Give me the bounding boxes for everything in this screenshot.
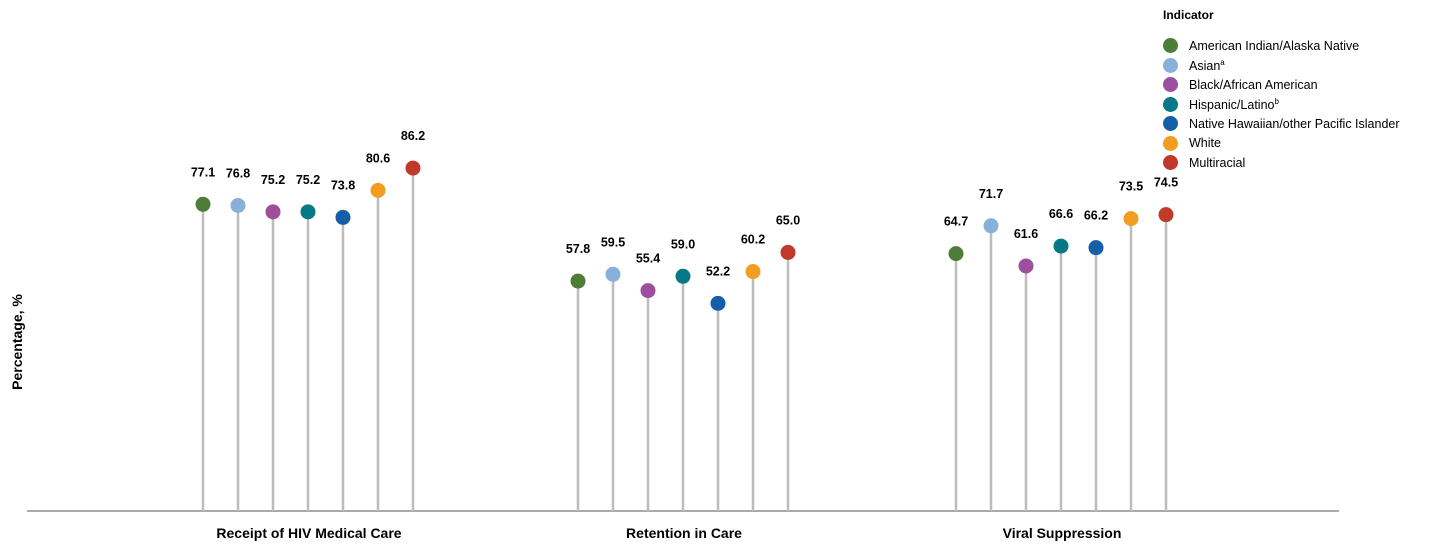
- point-retention-in-care-american-indian-alaska-native: [570, 273, 586, 289]
- data-label-retention-in-care-white: 60.2: [741, 233, 765, 247]
- legend-item-multiracial: Multiracial: [1163, 153, 1400, 173]
- legend-label: American Indian/Alaska Native: [1189, 38, 1360, 53]
- data-label-receipt-of-hiv-medical-care-asian: 76.8: [226, 166, 250, 180]
- point-viral-suppression-american-indian-alaska-native: [948, 246, 964, 262]
- point-viral-suppression-native-hawaiian-other-pacific-islander: [1088, 240, 1104, 256]
- legend-item-black-african-american: Black/African American: [1163, 75, 1400, 95]
- legend-footnote-marker: b: [1274, 96, 1279, 106]
- point-receipt-of-hiv-medical-care-american-indian-alaska-native: [195, 196, 211, 212]
- point-retention-in-care-white: [745, 264, 761, 280]
- point-retention-in-care-native-hawaiian-other-pacific-islander: [710, 295, 726, 311]
- point-viral-suppression-hispanic-latino: [1053, 238, 1069, 254]
- data-label-viral-suppression-native-hawaiian-other-pacific-islander: 66.2: [1084, 209, 1108, 223]
- point-receipt-of-hiv-medical-care-black-african-american: [265, 204, 281, 220]
- point-receipt-of-hiv-medical-care-asian: [230, 197, 246, 213]
- legend-swatch: [1163, 38, 1178, 54]
- legend-label: White: [1189, 136, 1221, 151]
- data-label-viral-suppression-asian: 71.7: [979, 187, 1003, 201]
- legend-swatch: [1163, 135, 1178, 151]
- legend-item-native-hawaiian-other-pacific-islander: Native Hawaiian/other Pacific Islander: [1163, 114, 1400, 134]
- legend-swatch: [1163, 77, 1178, 93]
- point-retention-in-care-hispanic-latino: [675, 268, 691, 284]
- data-label-retention-in-care-black-african-american: 55.4: [636, 252, 660, 266]
- data-label-viral-suppression-hispanic-latino: 66.6: [1049, 207, 1073, 221]
- point-retention-in-care-multiracial: [780, 244, 796, 260]
- data-label-receipt-of-hiv-medical-care-native-hawaiian-other-pacific-islander: 73.8: [331, 178, 355, 192]
- data-label-viral-suppression-american-indian-alaska-native: 64.7: [944, 215, 968, 229]
- legend-item-white: White: [1163, 134, 1400, 154]
- point-receipt-of-hiv-medical-care-white: [370, 182, 386, 198]
- legend-swatch: [1163, 155, 1178, 171]
- data-label-retention-in-care-native-hawaiian-other-pacific-islander: 52.2: [706, 264, 730, 278]
- point-retention-in-care-black-african-american: [640, 283, 656, 299]
- point-viral-suppression-multiracial: [1158, 207, 1174, 223]
- data-label-retention-in-care-asian: 59.5: [601, 235, 625, 249]
- data-label-receipt-of-hiv-medical-care-hispanic-latino: 75.2: [296, 173, 320, 187]
- legend-label: Black/African American: [1189, 77, 1318, 92]
- data-label-retention-in-care-multiracial: 65.0: [776, 213, 800, 227]
- point-viral-suppression-asian: [983, 218, 999, 234]
- data-label-receipt-of-hiv-medical-care-american-indian-alaska-native: 77.1: [191, 165, 215, 179]
- data-label-receipt-of-hiv-medical-care-white: 80.6: [366, 151, 390, 165]
- data-label-viral-suppression-white: 73.5: [1119, 180, 1143, 194]
- legend-footnote-marker: a: [1220, 57, 1225, 67]
- legend-label: Hispanic/Latinob: [1189, 96, 1279, 112]
- legend-swatch: [1163, 96, 1178, 112]
- point-receipt-of-hiv-medical-care-multiracial: [405, 160, 421, 176]
- data-label-retention-in-care-american-indian-alaska-native: 57.8: [566, 242, 590, 256]
- point-retention-in-care-asian: [605, 266, 621, 282]
- point-receipt-of-hiv-medical-care-native-hawaiian-other-pacific-islander: [335, 209, 351, 225]
- legend-item-asian: Asiana: [1163, 56, 1400, 76]
- x-tick-label-receipt-of-hiv-medical-care: Receipt of HIV Medical Care: [216, 525, 401, 541]
- legend-item-hispanic-latino: Hispanic/Latinob: [1163, 95, 1400, 115]
- point-viral-suppression-white: [1123, 211, 1139, 227]
- data-label-viral-suppression-black-african-american: 61.6: [1014, 227, 1038, 241]
- legend-label: Asiana: [1189, 57, 1225, 73]
- x-tick-label-viral-suppression: Viral Suppression: [1003, 525, 1122, 541]
- legend-title: Indicator: [1163, 8, 1214, 22]
- point-receipt-of-hiv-medical-care-hispanic-latino: [300, 204, 316, 220]
- data-label-retention-in-care-hispanic-latino: 59.0: [671, 237, 695, 251]
- legend-swatch: [1163, 57, 1178, 73]
- x-tick-label-retention-in-care: Retention in Care: [626, 525, 742, 541]
- legend: Indicator American Indian/Alaska Native A…: [1163, 8, 1400, 173]
- data-label-receipt-of-hiv-medical-care-black-african-american: 75.2: [261, 173, 285, 187]
- point-viral-suppression-black-african-american: [1018, 258, 1034, 274]
- legend-item-american-indian-alaska-native: American Indian/Alaska Native: [1163, 36, 1400, 56]
- legend-swatch: [1163, 116, 1178, 132]
- legend-label: Multiracial: [1189, 155, 1246, 170]
- y-axis-label: Percentage, %: [9, 294, 25, 390]
- data-label-receipt-of-hiv-medical-care-multiracial: 86.2: [401, 129, 425, 143]
- data-label-viral-suppression-multiracial: 74.5: [1154, 176, 1178, 190]
- legend-label: Native Hawaiian/other Pacific Islander: [1189, 116, 1400, 131]
